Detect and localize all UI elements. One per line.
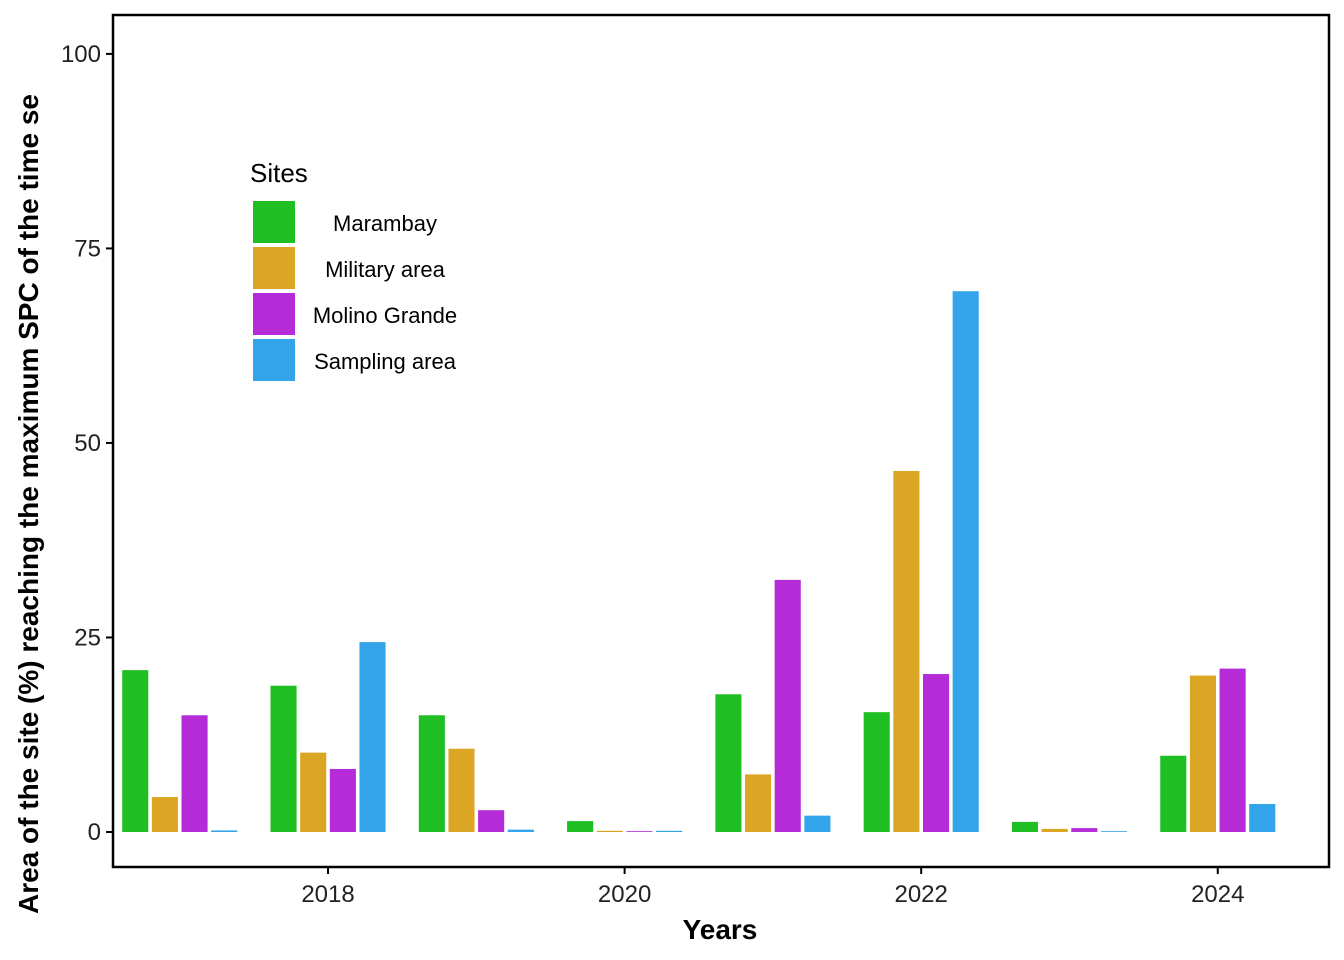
- y-axis-title: Area of the site (%) reaching the maximu…: [13, 94, 44, 914]
- bar-molino-grande-2017: [181, 715, 208, 832]
- x-tick-label: 2020: [598, 881, 651, 908]
- bar-military-area-2017: [151, 796, 178, 832]
- legend-label-military-area: Military area: [325, 257, 446, 282]
- legend-label-marambay: Marambay: [333, 211, 437, 236]
- bar-military-area-2024: [1189, 675, 1216, 832]
- y-tick-label: 0: [88, 819, 101, 846]
- legend-title: Sites: [250, 158, 308, 188]
- bar-molino-grande-2024: [1219, 668, 1246, 832]
- bar-sampling-area-2019: [507, 829, 534, 832]
- y-tick-label: 75: [74, 235, 101, 262]
- bar-molino-grande-2021: [774, 579, 801, 832]
- bar-military-area-2019: [448, 748, 475, 832]
- x-tick-label: 2018: [301, 881, 354, 908]
- bar-military-area-2020: [596, 830, 623, 832]
- bar-marambay-2022: [863, 712, 890, 832]
- bar-marambay-2020: [567, 821, 594, 832]
- bar-sampling-area-2020: [656, 830, 683, 832]
- bar-sampling-area-2018: [359, 642, 386, 832]
- y-tick-label: 100: [61, 41, 101, 68]
- bar-sampling-area-2021: [804, 815, 831, 832]
- bar-marambay-2017: [122, 670, 149, 832]
- bar-molino-grande-2020: [626, 831, 653, 832]
- bar-sampling-area-2024: [1249, 803, 1276, 832]
- bar-sampling-area-2022: [952, 291, 979, 832]
- legend-key-marambay: [253, 201, 295, 243]
- y-tick-label: 50: [74, 430, 101, 457]
- bars-layer: [122, 291, 1276, 832]
- x-tick-label: 2024: [1191, 881, 1244, 908]
- bar-marambay-2018: [270, 685, 297, 832]
- bar-marambay-2023: [1011, 821, 1039, 832]
- bar-military-area-2021: [745, 774, 772, 832]
- x-axis-title: Years: [683, 914, 758, 945]
- legend-label-molino-grande: Molino Grande: [313, 303, 457, 328]
- y-axis-ticks: 0 25 50 75 100: [61, 41, 113, 846]
- legend-items: Marambay Military area Molino Grande Sampli…: [253, 201, 457, 381]
- bar-military-area-2023: [1041, 828, 1068, 832]
- legend-key-military-area: [253, 247, 295, 289]
- bar-marambay-2019: [418, 715, 445, 832]
- legend-key-molino-grande: [253, 293, 295, 335]
- bar-military-area-2022: [893, 470, 920, 832]
- legend-key-sampling-area: [253, 339, 295, 381]
- legend: Sites Marambay Military area Molino Grande…: [250, 158, 457, 381]
- y-tick-label: 25: [74, 624, 101, 651]
- bar-marambay-2021: [715, 694, 742, 832]
- bar-sampling-area-2023: [1100, 831, 1128, 832]
- bar-molino-grande-2019: [478, 810, 505, 832]
- bar-marambay-2024: [1160, 755, 1187, 832]
- bar-molino-grande-2018: [329, 768, 356, 832]
- legend-label-sampling-area: Sampling area: [314, 349, 457, 374]
- x-tick-label: 2022: [894, 881, 947, 908]
- bar-sampling-area-2017: [211, 830, 238, 832]
- bar-molino-grande-2022: [922, 674, 950, 832]
- bar-molino-grande-2023: [1071, 828, 1098, 832]
- bar-military-area-2018: [300, 752, 327, 832]
- x-axis-ticks: 2018 2020 2022 2024: [301, 867, 1244, 908]
